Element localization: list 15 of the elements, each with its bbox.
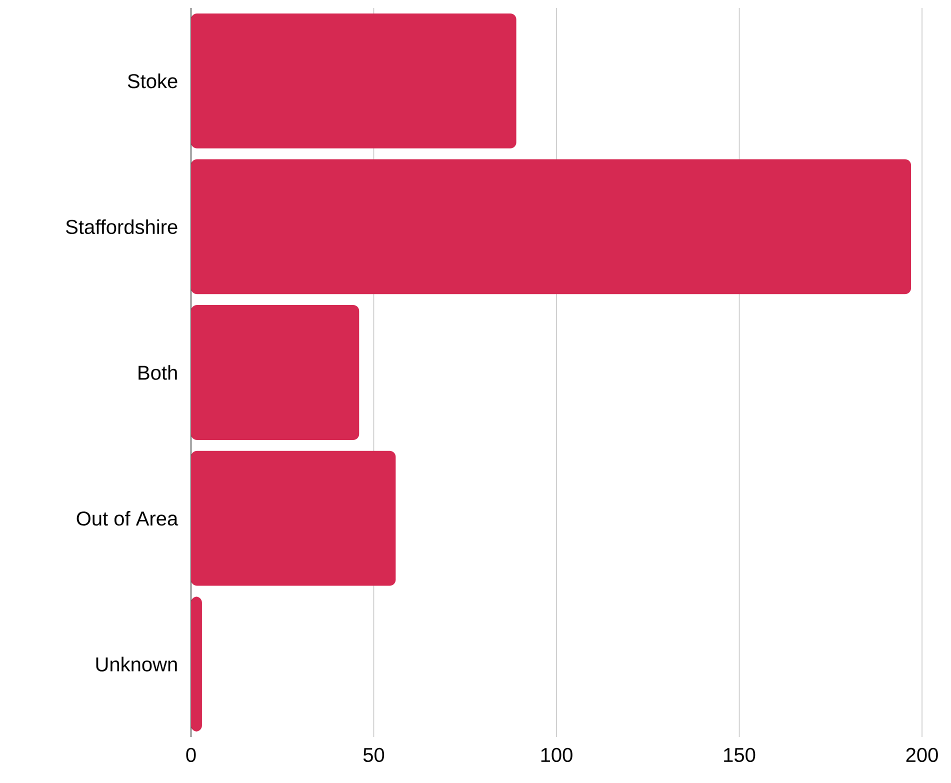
x-tick-label: 150	[724, 748, 756, 762]
y-tick-label: Both	[138, 365, 177, 380]
bar	[191, 596, 202, 732]
y-tick-label: Staffordshire	[66, 219, 178, 234]
bar	[191, 159, 912, 294]
y-tick-label: Out of Area	[76, 510, 178, 526]
x-tick-label: 100	[541, 748, 572, 762]
y-tick-label: Unknown	[96, 656, 177, 672]
y-tick-label: Stoke	[128, 74, 178, 88]
x-tick-label: 0	[186, 748, 196, 762]
bar	[191, 450, 396, 586]
bar	[191, 305, 360, 440]
bar	[191, 13, 516, 148]
x-tick-label: 200	[906, 748, 938, 762]
x-tick-label: 50	[363, 748, 384, 762]
